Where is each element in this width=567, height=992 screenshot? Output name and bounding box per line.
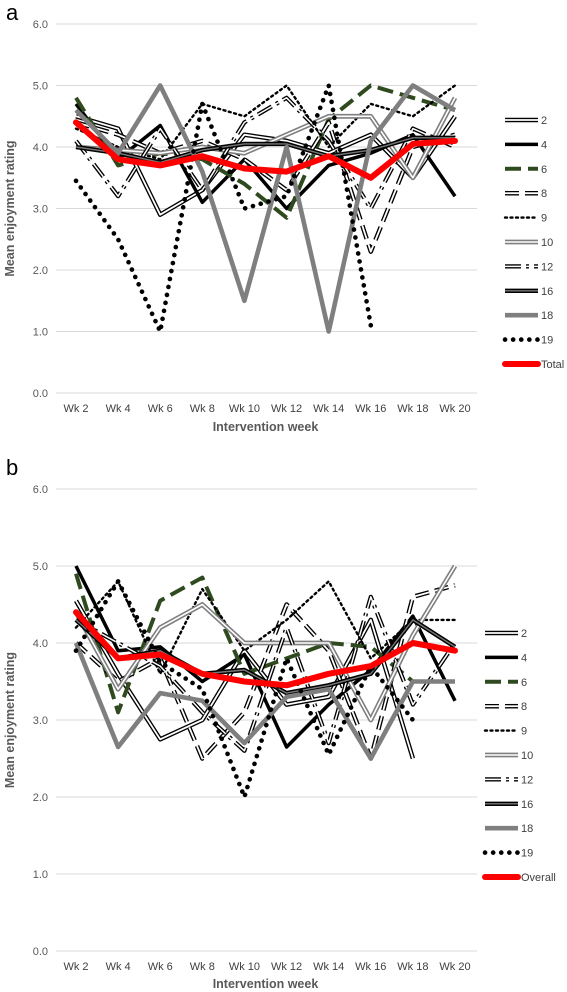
x-tick-label: Wk 4	[106, 961, 131, 973]
legend-label: 8	[541, 188, 547, 200]
legend-label: 8	[521, 701, 527, 713]
series-line-19	[73, 579, 416, 800]
x-tick-label: Wk 18	[397, 403, 428, 415]
legend-label: 19	[541, 335, 553, 347]
x-tick-label: Wk 4	[106, 403, 131, 415]
y-tick-label: 5.0	[33, 561, 48, 573]
chart-panel-a: a 0.0 1.0 2.0 3.0 4.0 5.0 6.0 Wk 2 Wk 4 Wk 6 Wk 8 W…	[0, 0, 567, 450]
y-tick-label: 4.0	[33, 638, 48, 650]
x-tick-label: Wk 12	[271, 961, 302, 973]
x-tick-label: Wk 16	[355, 403, 386, 415]
x-tick-label: Wk 8	[190, 403, 215, 415]
y-tick-label: 0.0	[33, 946, 48, 958]
legend-label: 12	[521, 774, 533, 786]
legend-label: 4	[541, 139, 547, 151]
x-tick-label: Wk 8	[190, 961, 215, 973]
legend-label: 18	[521, 823, 533, 835]
y-tick-label: 1.0	[33, 327, 48, 339]
legend-label: 18	[541, 310, 553, 322]
legend-label: Total	[541, 359, 564, 371]
legend-label: Overall	[521, 872, 556, 884]
series-line-19	[73, 83, 374, 334]
y-tick-label: 3.0	[33, 715, 48, 727]
legend-label: 19	[521, 848, 533, 860]
x-tick-label: Wk 20	[439, 403, 470, 415]
panel-letter-a: a	[6, 0, 19, 25]
x-tick-label: Wk 14	[313, 961, 344, 973]
legend-label: 12	[541, 261, 553, 273]
legend-label: 2	[541, 115, 547, 127]
series-line-2	[75, 114, 457, 217]
series-line-total	[73, 119, 458, 181]
y-axis-title: Mean enjoyment rating	[3, 140, 17, 276]
x-tick-label: Wk 16	[355, 961, 386, 973]
series-line-8	[75, 120, 456, 254]
legend-label: 16	[541, 286, 553, 298]
legend-label: 2	[521, 628, 527, 640]
x-tick-label: Wk 20	[439, 961, 470, 973]
y-tick-label: 2.0	[33, 792, 48, 804]
y-tick-label: 5.0	[33, 81, 48, 93]
y-tick-label: 3.0	[33, 204, 48, 216]
chart-panel-b: b 0.0 1.0 2.0 3.0 4.0 5.0 6.0 Wk 2 Wk 4 Wk 6 Wk 8 W…	[0, 455, 567, 992]
legend-label: 6	[541, 164, 547, 176]
series-line-18	[74, 83, 457, 334]
x-tick-label: Wk 10	[229, 403, 260, 415]
line-chart-a: 0.0 1.0 2.0 3.0 4.0 5.0 6.0 Wk 2 Wk 4 Wk 6 Wk 8 Wk …	[3, 19, 564, 434]
legend-label: 10	[541, 237, 553, 249]
x-tick-label: Wk 12	[271, 403, 302, 415]
series-line-overall	[73, 609, 458, 689]
legend-label: 6	[521, 677, 527, 689]
series-line-9	[74, 580, 457, 675]
legend-label: 4	[521, 652, 527, 664]
panel-letter-b: b	[6, 455, 19, 480]
y-tick-label: 1.0	[33, 869, 48, 881]
series-line-18	[73, 642, 455, 761]
x-axis-title: Intervention week	[213, 977, 319, 991]
series-line-16	[75, 135, 455, 165]
line-chart-b: 0.0 1.0 2.0 3.0 4.0 5.0 6.0 Wk 2 Wk 4 Wk 6 Wk 8 Wk …	[3, 484, 556, 991]
legend-label: 9	[521, 726, 527, 738]
x-tick-label: Wk 10	[229, 961, 260, 973]
y-tick-label: 6.0	[33, 484, 48, 496]
x-axis-title: Intervention week	[213, 420, 319, 434]
legend-label: 9	[541, 213, 547, 225]
y-tick-label: 4.0	[33, 142, 48, 154]
x-tick-label: Wk 14	[313, 403, 344, 415]
y-tick-label: 0.0	[33, 388, 48, 400]
y-axis-title: Mean enjoyment rating	[3, 652, 17, 788]
x-tick-label: Wk 6	[148, 961, 173, 973]
x-tick-label: Wk 2	[63, 961, 88, 973]
legend-label: 10	[521, 750, 533, 762]
y-tick-label: 2.0	[33, 265, 48, 277]
x-tick-label: Wk 6	[148, 403, 173, 415]
x-tick-label: Wk 2	[63, 403, 88, 415]
x-tick-label: Wk 18	[397, 961, 428, 973]
legend-label: 16	[521, 799, 533, 811]
series-line-4	[74, 565, 457, 749]
y-tick-label: 6.0	[33, 19, 48, 31]
